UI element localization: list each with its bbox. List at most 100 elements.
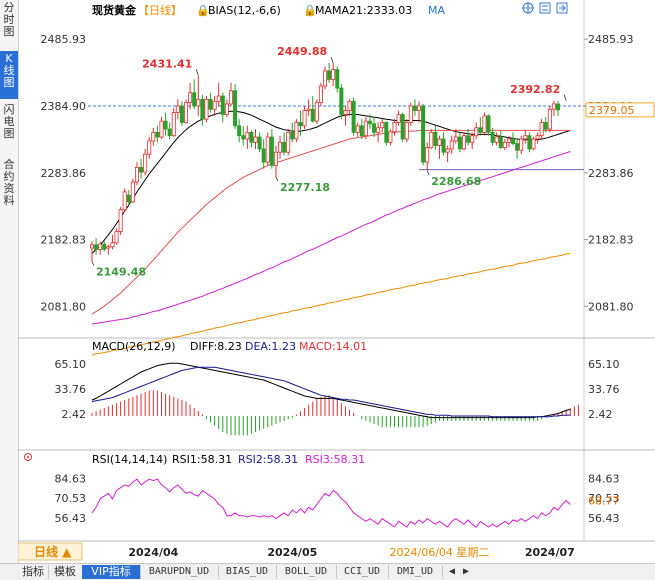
candle-body — [164, 121, 167, 129]
candle-body — [193, 93, 196, 106]
indicator-tab-6[interactable]: CCI_UD — [336, 565, 389, 579]
rsi-axis-label: 56.43 — [588, 512, 620, 525]
candle-body — [450, 141, 453, 149]
price-annotation: 2286.68 — [431, 175, 481, 188]
annotation-pointer — [276, 177, 278, 181]
candle-body — [430, 132, 433, 147]
candle-body — [90, 245, 93, 248]
price-axis-label: 2081.80 — [588, 300, 634, 313]
candle-body — [516, 144, 519, 151]
bias-label[interactable]: BIAS(12,-6,6) — [208, 4, 281, 17]
candle-body — [540, 122, 543, 135]
candle-body — [372, 124, 375, 133]
rsi-current-label: 68.77 — [588, 495, 620, 508]
candle-body — [381, 122, 384, 127]
side-tab-0[interactable]: 分时图 — [0, 0, 18, 48]
candle-body — [524, 136, 527, 139]
candle-body — [160, 121, 163, 137]
candle-body — [172, 113, 175, 136]
side-tab-1[interactable]: K线图 — [0, 51, 18, 99]
candle-body — [144, 154, 147, 172]
time-axis-highlight-label: 2024/06/04 星期二 — [390, 546, 490, 559]
candle-body — [180, 106, 183, 123]
candle-body — [364, 121, 367, 136]
candle-body — [479, 128, 482, 133]
candle-body — [311, 109, 314, 121]
candle-body — [238, 126, 241, 136]
macd-value-label: MACD:14.01 — [299, 340, 367, 353]
macd-dea-line — [92, 367, 570, 417]
rsi1-label: RSI1:58.31 — [172, 453, 232, 466]
candle-body — [221, 96, 224, 115]
mama-label[interactable]: MAMA21:2333.03 — [315, 4, 412, 17]
crosshair-icon[interactable] — [522, 2, 534, 14]
side-tab-3[interactable]: 合约资料 — [0, 157, 18, 219]
gear-icon[interactable] — [25, 454, 32, 461]
candle-body — [397, 115, 400, 123]
candle-body — [344, 111, 347, 115]
candle-body — [532, 139, 535, 149]
rsi-axis-label-left: 70.53 — [55, 492, 87, 505]
candle-body — [434, 132, 437, 145]
ma-line-ma1 — [92, 111, 570, 253]
price-annotation: 2277.18 — [280, 181, 330, 194]
candle-body — [507, 139, 510, 142]
annotation-pointer — [564, 95, 566, 101]
rsi2-label: RSI2:58.31 — [238, 453, 298, 466]
indicator-tab-5[interactable]: BOLL_UD — [276, 565, 337, 579]
ma-line-ma2 — [92, 130, 570, 314]
candle-body — [458, 137, 461, 149]
candle-body — [409, 106, 412, 123]
candle-body — [405, 122, 408, 139]
candle-body — [103, 244, 106, 249]
indicator-tab-1[interactable]: 模板 — [48, 565, 83, 579]
candle-body — [336, 70, 339, 89]
candle-body — [389, 132, 392, 143]
nav-next-button[interactable]: ▶ — [460, 565, 472, 579]
candle-body — [233, 91, 236, 126]
candle-body — [258, 137, 261, 149]
indicator-tab-2[interactable]: VIP指标 — [82, 565, 141, 579]
candle-body — [111, 243, 114, 247]
candle-body — [544, 122, 547, 129]
candle-body — [385, 122, 388, 142]
price-axis-label-left: 2182.83 — [41, 234, 87, 247]
candle-body — [377, 128, 380, 133]
rsi-pane: RSI(14,14,14) RSI1:58.31 RSI2:58.31 RSI3… — [25, 453, 620, 527]
price-axis-label: 2182.83 — [588, 234, 634, 247]
macd-dif-line — [92, 363, 570, 417]
price-axis-label-left: 2485.93 — [41, 33, 87, 46]
side-tab-2[interactable]: 闪电图 — [0, 102, 18, 154]
candle-body — [189, 93, 192, 103]
expand-icon[interactable] — [557, 3, 567, 13]
nav-prev-button[interactable]: ◀ — [446, 565, 458, 579]
indicator-tab-0[interactable]: 指标 — [18, 565, 49, 579]
price-axis-label: 2283.86 — [588, 167, 634, 180]
price-annotation: 2149.48 — [96, 266, 146, 279]
candle-body — [352, 101, 355, 132]
candle-body — [360, 126, 363, 136]
candle-body — [201, 99, 204, 119]
price-axis-label: 2485.93 — [588, 33, 634, 46]
candle-body — [491, 132, 494, 142]
indicator-tab-7[interactable]: DMI_UD — [388, 565, 443, 579]
period-selector-label[interactable]: 日线 ▲ — [34, 544, 72, 559]
current-price-label: 2379.05 — [589, 104, 635, 117]
price-annotation: 2392.82 — [510, 83, 560, 96]
candle-body — [495, 137, 498, 142]
candle-body — [152, 132, 155, 141]
ma-label[interactable]: MA — [428, 4, 445, 17]
settings-icon[interactable] — [540, 3, 550, 13]
candle-body — [475, 128, 478, 136]
candle-body — [438, 139, 441, 146]
candle-body — [246, 132, 249, 139]
macd-dif-label: DIFF:8.23 — [190, 340, 242, 353]
candle-body — [332, 70, 335, 80]
period-label[interactable]: 【日线】 — [138, 3, 182, 17]
indicator-tab-4[interactable]: BIAS_UD — [218, 565, 277, 579]
candle-body — [250, 132, 253, 142]
candle-body — [254, 137, 257, 142]
macd-axis-label-left: 2.42 — [62, 408, 87, 421]
indicator-tab-3[interactable]: BARUPDN_UD — [140, 565, 219, 579]
